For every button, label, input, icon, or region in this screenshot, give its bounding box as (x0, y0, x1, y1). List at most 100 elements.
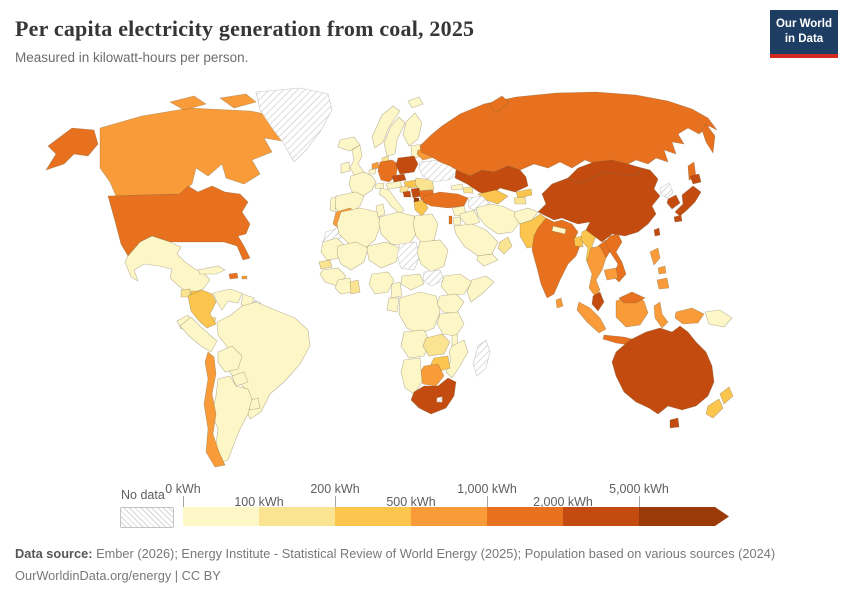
country-russia[interactable] (419, 91, 718, 177)
country-lesotho[interactable] (436, 396, 443, 403)
country-south-sudan[interactable] (422, 269, 445, 287)
footer-link[interactable]: OurWorldinData.org/energy | CC BY (15, 568, 221, 583)
country-vietnam[interactable] (604, 233, 627, 283)
country-bangladesh[interactable] (573, 235, 584, 248)
country-philippines-visayas[interactable] (657, 265, 667, 275)
country-tasmania[interactable] (669, 417, 680, 429)
country-austria[interactable] (385, 180, 403, 190)
country-ethiopia[interactable] (440, 273, 473, 297)
country-venezuela[interactable] (212, 288, 243, 311)
country-alaska[interactable] (45, 127, 99, 171)
country-mongolia[interactable] (567, 159, 643, 184)
country-sumatra[interactable] (576, 301, 607, 334)
country-south-korea[interactable] (666, 194, 681, 210)
legend-segment-6[interactable] (639, 507, 729, 526)
country-dominican-republic[interactable] (228, 272, 239, 280)
country-greece[interactable] (413, 199, 429, 217)
country-iran[interactable] (475, 203, 521, 235)
country-uk[interactable] (349, 144, 365, 177)
country-colombia[interactable] (187, 289, 217, 329)
country-finland[interactable] (402, 112, 423, 147)
country-philippines-luzon[interactable] (649, 247, 661, 266)
country-jordan[interactable] (452, 216, 462, 226)
country-india[interactable] (531, 217, 581, 299)
legend-no-data-swatch[interactable] (120, 507, 174, 528)
country-sulawesi[interactable] (653, 301, 669, 329)
country-north-korea[interactable] (659, 182, 674, 199)
country-senegal[interactable] (318, 259, 333, 270)
country-drc[interactable] (398, 291, 441, 335)
country-kyrgyzstan[interactable] (515, 188, 533, 199)
country-sweden[interactable] (383, 116, 406, 157)
country-mexico[interactable] (124, 235, 211, 295)
country-madagascar[interactable] (472, 339, 491, 377)
country-thailand[interactable] (586, 245, 607, 297)
country-canadian-island-1[interactable] (169, 95, 207, 111)
country-nigeria[interactable] (368, 271, 395, 295)
country-australia[interactable] (611, 325, 715, 415)
legend-segment-3[interactable] (411, 507, 487, 526)
country-canadian-island-2[interactable] (219, 93, 257, 109)
country-malaysia[interactable] (591, 291, 605, 312)
country-congo-gabon[interactable] (386, 297, 400, 313)
country-bosnia[interactable] (402, 190, 412, 198)
country-south-africa[interactable] (410, 377, 457, 415)
country-poland[interactable] (395, 155, 419, 175)
country-france[interactable] (348, 171, 377, 197)
country-iceland[interactable] (337, 136, 361, 152)
country-czechia[interactable] (391, 173, 407, 183)
country-niger[interactable] (366, 241, 401, 269)
country-chile[interactable] (203, 351, 226, 468)
country-libya[interactable] (378, 211, 417, 247)
country-netherlands[interactable] (371, 161, 380, 170)
country-uganda-kenya[interactable] (436, 293, 465, 315)
country-chad[interactable] (396, 241, 421, 271)
country-sri-lanka[interactable] (555, 297, 564, 309)
country-angola[interactable] (400, 329, 431, 359)
country-norway[interactable] (371, 105, 401, 149)
country-sudan[interactable] (416, 239, 449, 273)
country-ireland[interactable] (340, 161, 351, 174)
legend-segment-0[interactable] (183, 507, 259, 526)
country-algeria[interactable] (336, 207, 382, 251)
country-mozambique[interactable] (445, 339, 469, 379)
legend-segment-5[interactable] (563, 507, 639, 526)
country-israel[interactable] (448, 215, 453, 225)
country-georgia[interactable] (450, 183, 464, 191)
country-greenland[interactable] (255, 87, 333, 163)
country-peru[interactable] (179, 316, 218, 353)
country-russia-kamchatka[interactable] (701, 123, 716, 154)
country-zambia[interactable] (422, 333, 451, 357)
legend-segment-4[interactable] (487, 507, 563, 526)
country-somalia[interactable] (466, 275, 495, 303)
country-turkey[interactable] (422, 191, 469, 209)
country-novaya-zemlya[interactable] (488, 95, 510, 114)
country-cuba[interactable] (197, 265, 226, 275)
country-belgium[interactable] (368, 168, 377, 175)
legend-segment-1[interactable] (259, 507, 335, 526)
country-switzerland[interactable] (374, 182, 385, 190)
country-paraguay[interactable] (231, 371, 249, 387)
owid-logo[interactable]: Our World in Data (770, 10, 838, 58)
country-cambodia[interactable] (603, 267, 619, 281)
country-tanzania[interactable] (436, 311, 465, 337)
country-tunisia[interactable] (375, 203, 386, 218)
country-nepal[interactable] (551, 225, 567, 235)
country-cameroon[interactable] (390, 281, 403, 299)
country-puerto-rico[interactable] (241, 275, 248, 280)
country-japan-honshu[interactable] (674, 185, 702, 217)
country-ivory-block[interactable] (334, 277, 353, 295)
country-azerbaijan[interactable] (462, 186, 474, 194)
country-taiwan[interactable] (653, 227, 661, 237)
country-japan-kyushu[interactable] (673, 214, 683, 223)
country-yemen[interactable] (476, 253, 499, 267)
country-oman[interactable] (497, 236, 513, 255)
country-ghana[interactable] (349, 279, 361, 295)
country-tajikistan[interactable] (513, 196, 527, 205)
country-japan-hokkaido[interactable] (689, 173, 702, 185)
country-west-papua[interactable] (674, 307, 705, 325)
country-kazakhstan[interactable] (454, 165, 529, 197)
country-portugal[interactable] (329, 196, 337, 213)
country-namibia[interactable] (400, 357, 423, 395)
country-philippines-mindanao[interactable] (656, 277, 670, 290)
